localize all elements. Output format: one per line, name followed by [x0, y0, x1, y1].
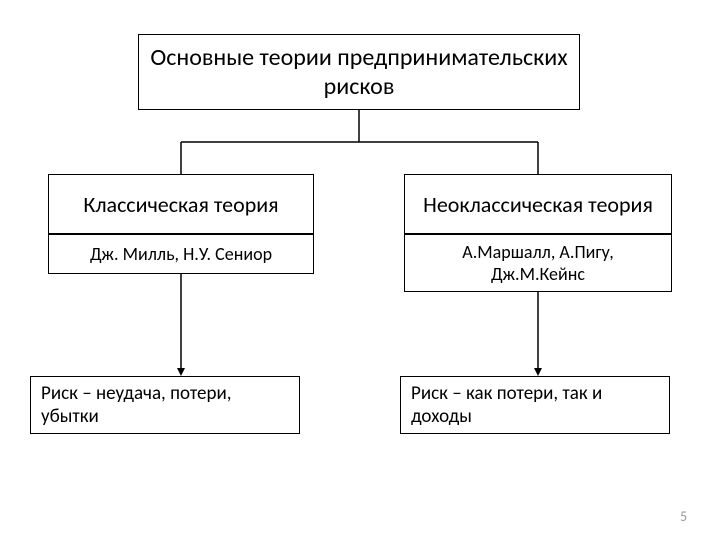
- node-left3: Риск – неудача, потери, убытки: [30, 376, 300, 434]
- node-right1-text: Неоклассическая теория: [423, 191, 653, 218]
- node-right3: Риск – как потери, так и доходы: [400, 376, 670, 434]
- node-left2-text: Дж. Милль, Н.У. Сениор: [90, 243, 272, 265]
- node-left3-text: Риск – неудача, потери, убытки: [41, 382, 289, 428]
- node-left1-text: Классическая теория: [83, 191, 278, 218]
- node-right2-text: А.Маршалл, А.Пигу, Дж.М.Кейнс: [415, 241, 661, 285]
- node-left1: Классическая теория: [48, 174, 314, 234]
- node-left2: Дж. Милль, Н.У. Сениор: [48, 234, 314, 274]
- page-number-text: 5: [680, 508, 687, 525]
- node-root: Основные теории предпринимательских риск…: [138, 34, 580, 110]
- node-right2: А.Маршалл, А.Пигу, Дж.М.Кейнс: [404, 234, 672, 292]
- node-root-text: Основные теории предпринимательских риск…: [149, 43, 569, 101]
- node-right1: Неоклассическая теория: [404, 174, 672, 234]
- page-number: 5: [680, 508, 687, 525]
- node-right3-text: Риск – как потери, так и доходы: [411, 382, 659, 428]
